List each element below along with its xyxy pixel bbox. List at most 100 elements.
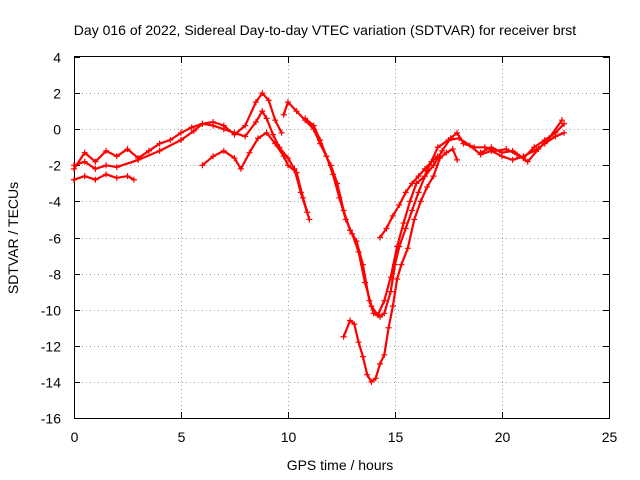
data-point <box>481 144 488 151</box>
data-point <box>349 230 356 237</box>
data-point <box>389 303 396 310</box>
chart-title: Day 016 of 2022, Sidereal Day-to-day VTE… <box>74 22 576 38</box>
data-point <box>242 133 249 140</box>
data-point <box>103 147 110 154</box>
series-satellite-track-7 <box>340 146 461 385</box>
series-satellite-track-1 <box>71 90 285 172</box>
x-tick-label: 5 <box>178 429 186 445</box>
x-tick-label: 20 <box>495 429 511 445</box>
data-point <box>558 117 565 124</box>
data-point <box>421 165 428 172</box>
y-tick-label: -10 <box>41 303 61 319</box>
data-point <box>417 198 424 205</box>
data-point <box>434 144 441 151</box>
data-series <box>71 90 568 385</box>
data-point <box>92 165 99 172</box>
data-point <box>167 137 174 144</box>
data-point <box>293 108 300 115</box>
data-point <box>351 321 358 328</box>
data-point <box>304 209 311 216</box>
data-point <box>145 147 152 154</box>
data-point <box>377 234 384 241</box>
series-satellite-track-3 <box>71 108 313 223</box>
data-point <box>220 147 227 154</box>
data-point <box>113 164 120 171</box>
data-point <box>231 129 238 136</box>
data-point <box>524 158 531 165</box>
data-point <box>381 351 388 358</box>
data-point <box>362 279 369 286</box>
series-satellite-track-8 <box>377 153 441 241</box>
data-point <box>381 310 388 317</box>
data-point <box>156 140 163 147</box>
data-point <box>92 176 99 183</box>
data-point <box>310 122 317 129</box>
data-point <box>355 248 362 255</box>
x-tick-label: 15 <box>388 429 404 445</box>
plot-frame <box>74 56 610 419</box>
data-point <box>531 144 538 151</box>
data-point <box>439 147 446 154</box>
data-point <box>231 155 238 162</box>
data-point <box>364 371 371 378</box>
data-point <box>552 129 559 136</box>
data-point <box>272 140 279 147</box>
data-point <box>242 122 249 129</box>
axis-ticks <box>74 57 610 419</box>
x-axis-label: GPS time / hours <box>287 457 394 473</box>
data-point <box>355 339 362 346</box>
data-point <box>270 131 277 138</box>
y-tick-label: -4 <box>49 194 62 210</box>
data-point <box>113 174 120 181</box>
series-satellite-track-9 <box>477 120 568 162</box>
data-point <box>415 189 422 196</box>
x-axis-tick-labels: 0 5 10 15 20 25 <box>71 429 618 445</box>
data-point <box>81 173 88 180</box>
data-point <box>280 153 287 160</box>
data-point <box>385 324 392 331</box>
data-point <box>430 173 437 180</box>
y-axis-label: SDTVAR / TECUs <box>5 182 21 294</box>
grid <box>74 57 609 418</box>
y-tick-label: -16 <box>41 411 61 427</box>
series-satellite-track-5 <box>280 99 568 320</box>
x-tick-label: 25 <box>602 429 618 445</box>
y-axis-tick-labels: 4 2 0 -2 -4 -6 -8 -10 -12 -14 -16 <box>41 50 61 427</box>
data-point <box>428 158 435 165</box>
data-point <box>340 333 347 340</box>
data-point <box>477 149 484 156</box>
data-point <box>535 146 542 153</box>
data-point <box>113 153 120 160</box>
data-point <box>259 108 266 115</box>
data-point <box>190 128 197 135</box>
series-line <box>72 91 283 170</box>
data-point <box>434 153 441 160</box>
data-point <box>156 147 163 154</box>
data-point <box>415 173 422 180</box>
y-tick-label: -12 <box>41 339 61 355</box>
data-point <box>299 194 306 201</box>
series-satellite-track-2 <box>71 171 137 183</box>
data-point <box>383 225 390 232</box>
data-point <box>302 115 309 122</box>
x-tick-label: 0 <box>71 429 79 445</box>
data-point <box>398 261 405 268</box>
data-point <box>124 173 131 180</box>
data-point <box>488 144 495 151</box>
data-point <box>499 149 505 156</box>
data-point <box>374 312 381 319</box>
data-point <box>509 156 516 163</box>
data-point <box>389 212 396 219</box>
data-point <box>368 378 375 385</box>
data-point <box>278 129 285 136</box>
data-point <box>387 288 394 295</box>
data-point <box>409 207 416 214</box>
data-point <box>430 162 437 169</box>
y-tick-label: 4 <box>53 50 61 66</box>
data-point <box>443 149 450 156</box>
data-point <box>454 156 461 163</box>
x-tick-label: 10 <box>281 429 297 445</box>
data-point <box>103 162 110 169</box>
data-point <box>220 126 227 133</box>
